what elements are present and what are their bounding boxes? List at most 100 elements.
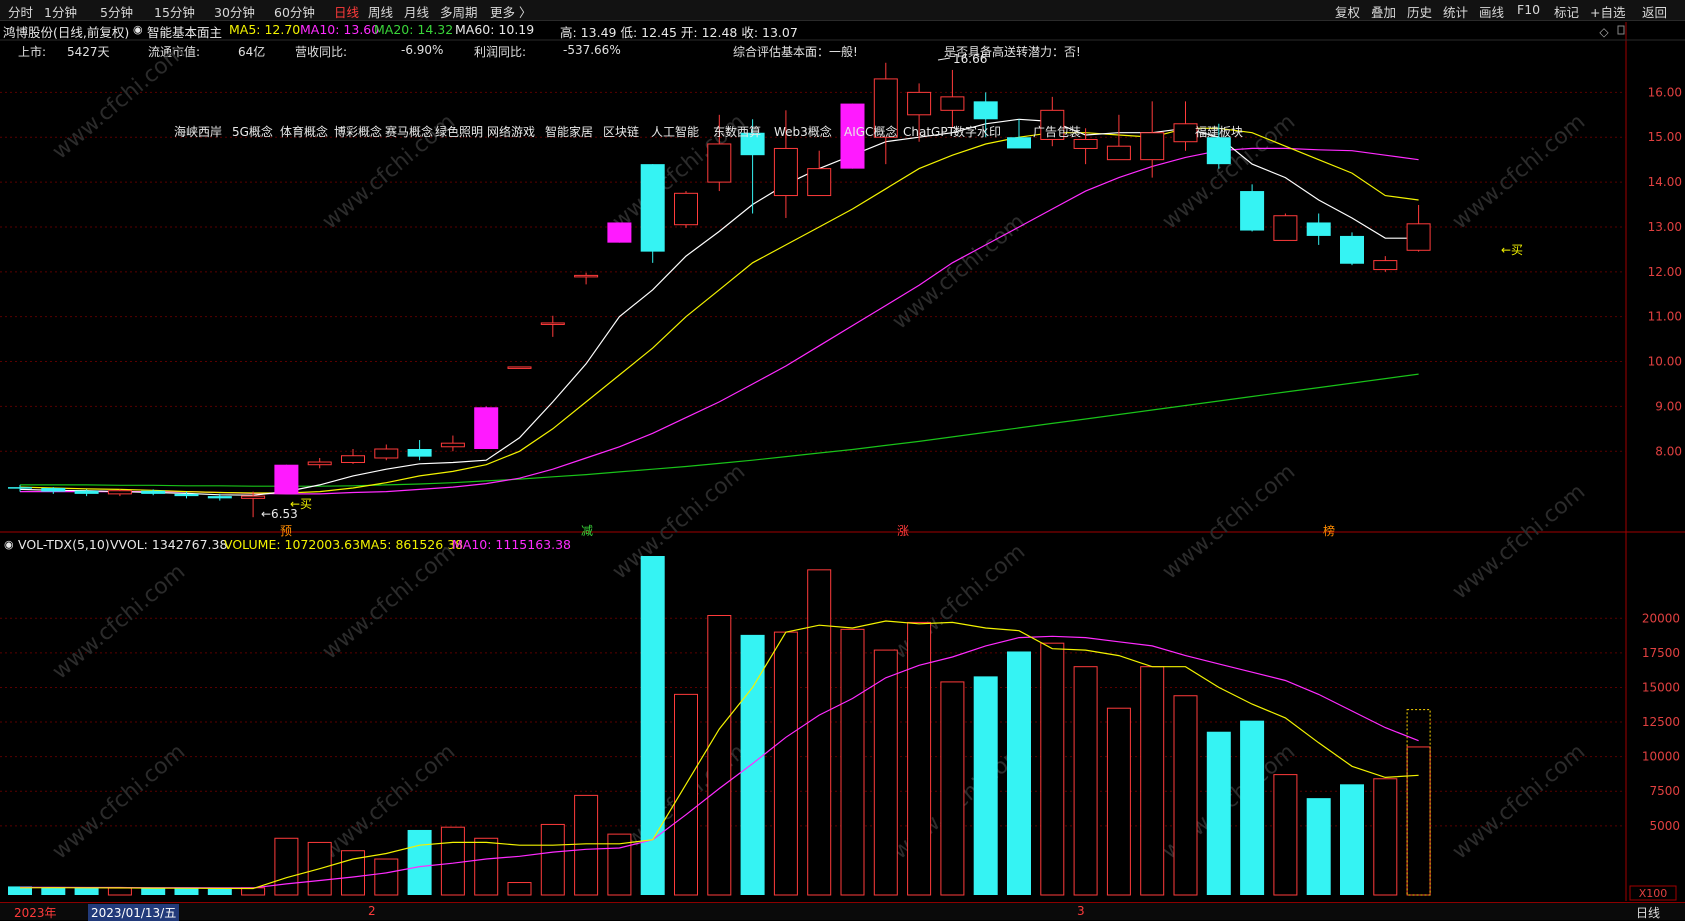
concept-tag: 智能家居 <box>545 124 593 139</box>
period-tab-5min[interactable]: 5分钟 <box>100 5 133 20</box>
candle[interactable] <box>1406 204 1431 252</box>
period-tab-daily[interactable]: 日线 <box>334 5 360 20</box>
candle[interactable] <box>1240 184 1265 232</box>
candle[interactable] <box>374 444 399 461</box>
volume-bar <box>107 887 132 896</box>
candle[interactable] <box>1140 101 1165 178</box>
candle-body <box>1173 123 1198 143</box>
candle[interactable] <box>540 315 565 337</box>
candle[interactable] <box>241 491 266 518</box>
volume-bars <box>8 556 1431 896</box>
period-tab-more[interactable]: 更多 〉 <box>490 5 532 20</box>
vvol-label: VVOL: 1342767.38 <box>110 537 228 552</box>
add-watchlist-button[interactable]: +自选 <box>1590 5 1626 20</box>
candle[interactable] <box>141 489 166 496</box>
period-tab-weekly[interactable]: 周线 <box>368 5 394 20</box>
panel-scroll-icon[interactable] <box>1617 25 1625 35</box>
concept-tag: 5G概念 <box>232 124 273 139</box>
stats-button[interactable]: 统计 <box>1443 5 1469 20</box>
period-tab-60min[interactable]: 60分钟 <box>274 5 315 20</box>
candle[interactable] <box>41 487 66 494</box>
volume-indicator-name[interactable]: VOL-TDX(5,10) <box>18 537 110 552</box>
concept-tag: 区块链 <box>603 124 639 139</box>
candle[interactable] <box>973 92 998 138</box>
mark-button[interactable]: 标记 <box>1554 5 1580 20</box>
candle[interactable] <box>1206 123 1231 169</box>
volume-bar <box>674 693 698 896</box>
fuquan-button[interactable]: 复权 <box>1335 5 1361 20</box>
candle[interactable] <box>1373 256 1398 272</box>
candle[interactable] <box>1340 232 1364 266</box>
candle-body <box>574 274 599 278</box>
volume-unit-label: X100 <box>1639 887 1668 900</box>
candle-body <box>773 147 798 197</box>
high-price-label: 16.66 <box>953 52 987 66</box>
candle[interactable] <box>74 489 99 497</box>
candle[interactable] <box>640 164 665 263</box>
candle[interactable] <box>174 491 199 499</box>
candle[interactable] <box>8 484 32 492</box>
feb-tick: 2 <box>368 904 376 918</box>
candle[interactable] <box>1173 101 1198 151</box>
buy-signal-left: ←买 <box>290 497 312 511</box>
indicator-name[interactable]: 智能基本面主 <box>147 25 223 40</box>
candle[interactable] <box>1040 96 1065 147</box>
period-tab-multi[interactable]: 多周期 <box>440 5 478 20</box>
candle[interactable] <box>207 493 232 501</box>
candle[interactable] <box>1007 119 1031 149</box>
volume-ma10-label: MA10: 1115163.38 <box>452 537 571 552</box>
candle[interactable] <box>1073 128 1098 165</box>
candle[interactable] <box>407 440 432 461</box>
volume-bar <box>740 634 765 895</box>
candle[interactable] <box>574 272 599 285</box>
concept-tag: ChatGPT <box>903 125 956 139</box>
volume-value-label: VOLUME: 1072003.63 <box>224 537 361 552</box>
candle[interactable] <box>940 69 965 129</box>
candle[interactable] <box>907 83 932 142</box>
volume-toggle-icon[interactable]: ◉ <box>4 538 14 551</box>
candle[interactable] <box>840 103 865 169</box>
volume-tick-label: 10000 <box>1642 750 1680 764</box>
period-tab-monthly[interactable]: 月线 <box>404 5 430 20</box>
volume-ma5-line <box>19 620 1419 890</box>
volume-bar <box>474 837 499 896</box>
candle-body <box>1306 222 1331 236</box>
draw-button[interactable]: 画线 <box>1479 5 1505 20</box>
volume-bar <box>640 556 665 895</box>
candle[interactable] <box>1106 114 1131 161</box>
back-button[interactable]: 返回 <box>1642 5 1668 20</box>
volume-bar <box>440 826 465 896</box>
ma60-line <box>20 373 1419 487</box>
overlay-button[interactable]: 叠加 <box>1371 5 1397 20</box>
candle[interactable] <box>607 222 632 243</box>
candle[interactable] <box>740 119 765 214</box>
candle[interactable] <box>440 435 465 452</box>
candle[interactable] <box>773 110 798 218</box>
indicator-toggle-icon[interactable]: ◉ <box>133 23 143 36</box>
candle[interactable] <box>1306 213 1331 245</box>
period-tab-1min[interactable]: 1分钟 <box>44 5 77 20</box>
period-tab-fenshi[interactable]: 分时 <box>8 5 34 20</box>
candle[interactable] <box>341 449 365 464</box>
candle[interactable] <box>707 114 732 192</box>
candle[interactable] <box>1273 213 1298 241</box>
volume-bar <box>407 829 432 895</box>
period-tab-30min[interactable]: 30分钟 <box>214 5 255 20</box>
candle[interactable] <box>507 366 532 369</box>
candle[interactable] <box>873 62 898 165</box>
watermark-text: www.cfchi.com <box>608 459 750 584</box>
period-tab-15min[interactable]: 15分钟 <box>154 5 195 20</box>
candle[interactable] <box>274 464 299 494</box>
candle-body <box>1340 235 1364 264</box>
candle[interactable] <box>674 191 698 228</box>
concept-tag: AIGC概念 <box>844 124 897 139</box>
candle[interactable] <box>307 457 332 469</box>
signal-mark: 减 <box>581 524 593 538</box>
candle[interactable] <box>807 150 832 197</box>
candle[interactable] <box>474 406 499 450</box>
volume-bar <box>1306 798 1331 895</box>
candle[interactable] <box>107 489 132 497</box>
history-button[interactable]: 历史 <box>1407 5 1433 20</box>
f10-button[interactable]: F10 <box>1517 2 1541 17</box>
